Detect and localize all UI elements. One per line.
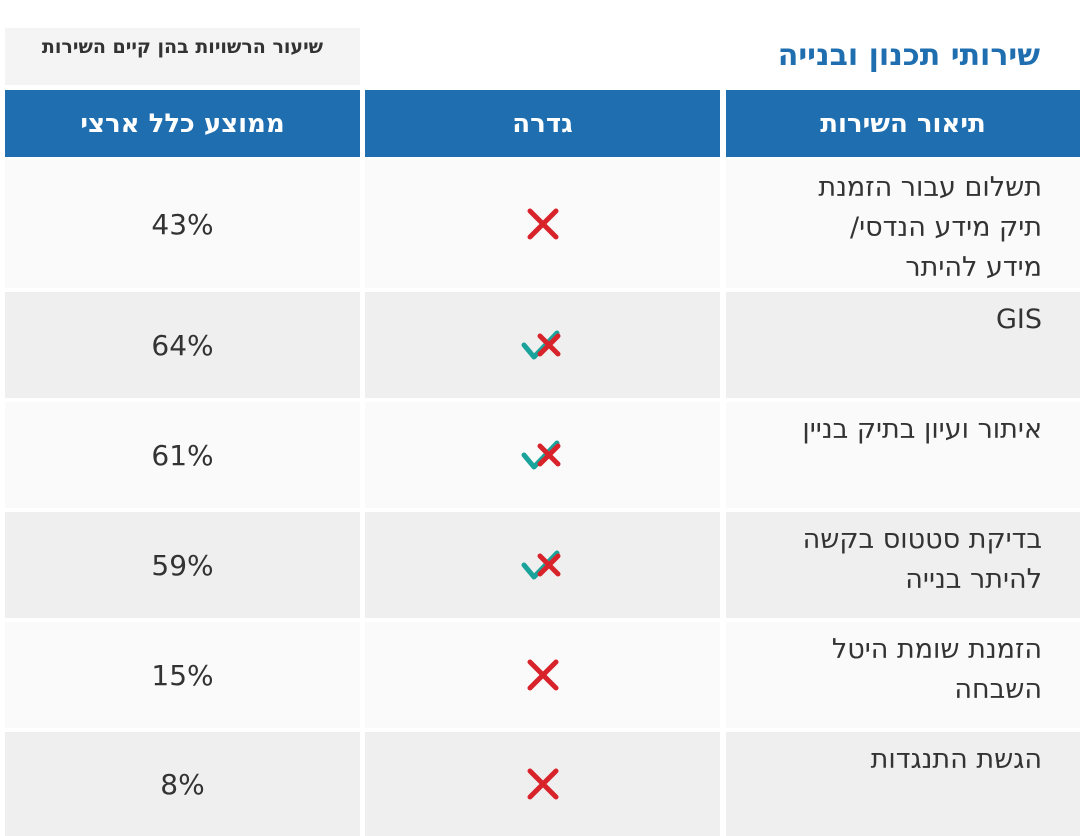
national-average: 61%: [5, 402, 360, 508]
status-icon: [365, 402, 720, 508]
national-average: 64%: [5, 292, 360, 398]
service-description: GIS: [726, 292, 1080, 398]
service-description: בדיקת סטטוס בקשה להיתר בנייה: [726, 512, 1080, 618]
cross-icon: [527, 208, 558, 240]
national-average: 8%: [5, 732, 360, 836]
service-description: הגשת התנגדות: [726, 732, 1080, 836]
check-cross-icon: [521, 330, 560, 360]
status-icon: [365, 160, 720, 288]
column-header: תיאור השירות: [726, 90, 1080, 157]
subtitle: שיעור הרשויות בהן קיים השירות: [5, 28, 360, 85]
national-average: 43%: [5, 160, 360, 288]
column-header: ממוצע כלל ארצי: [5, 90, 360, 157]
service-description: הזמנת שומת היטל השבחה: [726, 622, 1080, 728]
page-title: שירותי תכנון ובנייה: [777, 38, 1040, 73]
check-cross-icon: [521, 550, 560, 580]
cross-icon: [527, 768, 558, 800]
status-icon: [365, 622, 720, 728]
cross-icon: [527, 659, 558, 691]
national-average: 59%: [5, 512, 360, 618]
check-cross-icon: [521, 440, 560, 470]
national-average: 15%: [5, 622, 360, 728]
service-description: תשלום עבור הזמנת תיק מידע הנדסי/ מידע לה…: [726, 160, 1080, 288]
status-icon: [365, 512, 720, 618]
service-description: איתור ועיון בתיק בניין: [726, 402, 1080, 508]
status-icon: [365, 292, 720, 398]
status-icon: [365, 732, 720, 836]
column-header: גדרה: [365, 90, 720, 157]
